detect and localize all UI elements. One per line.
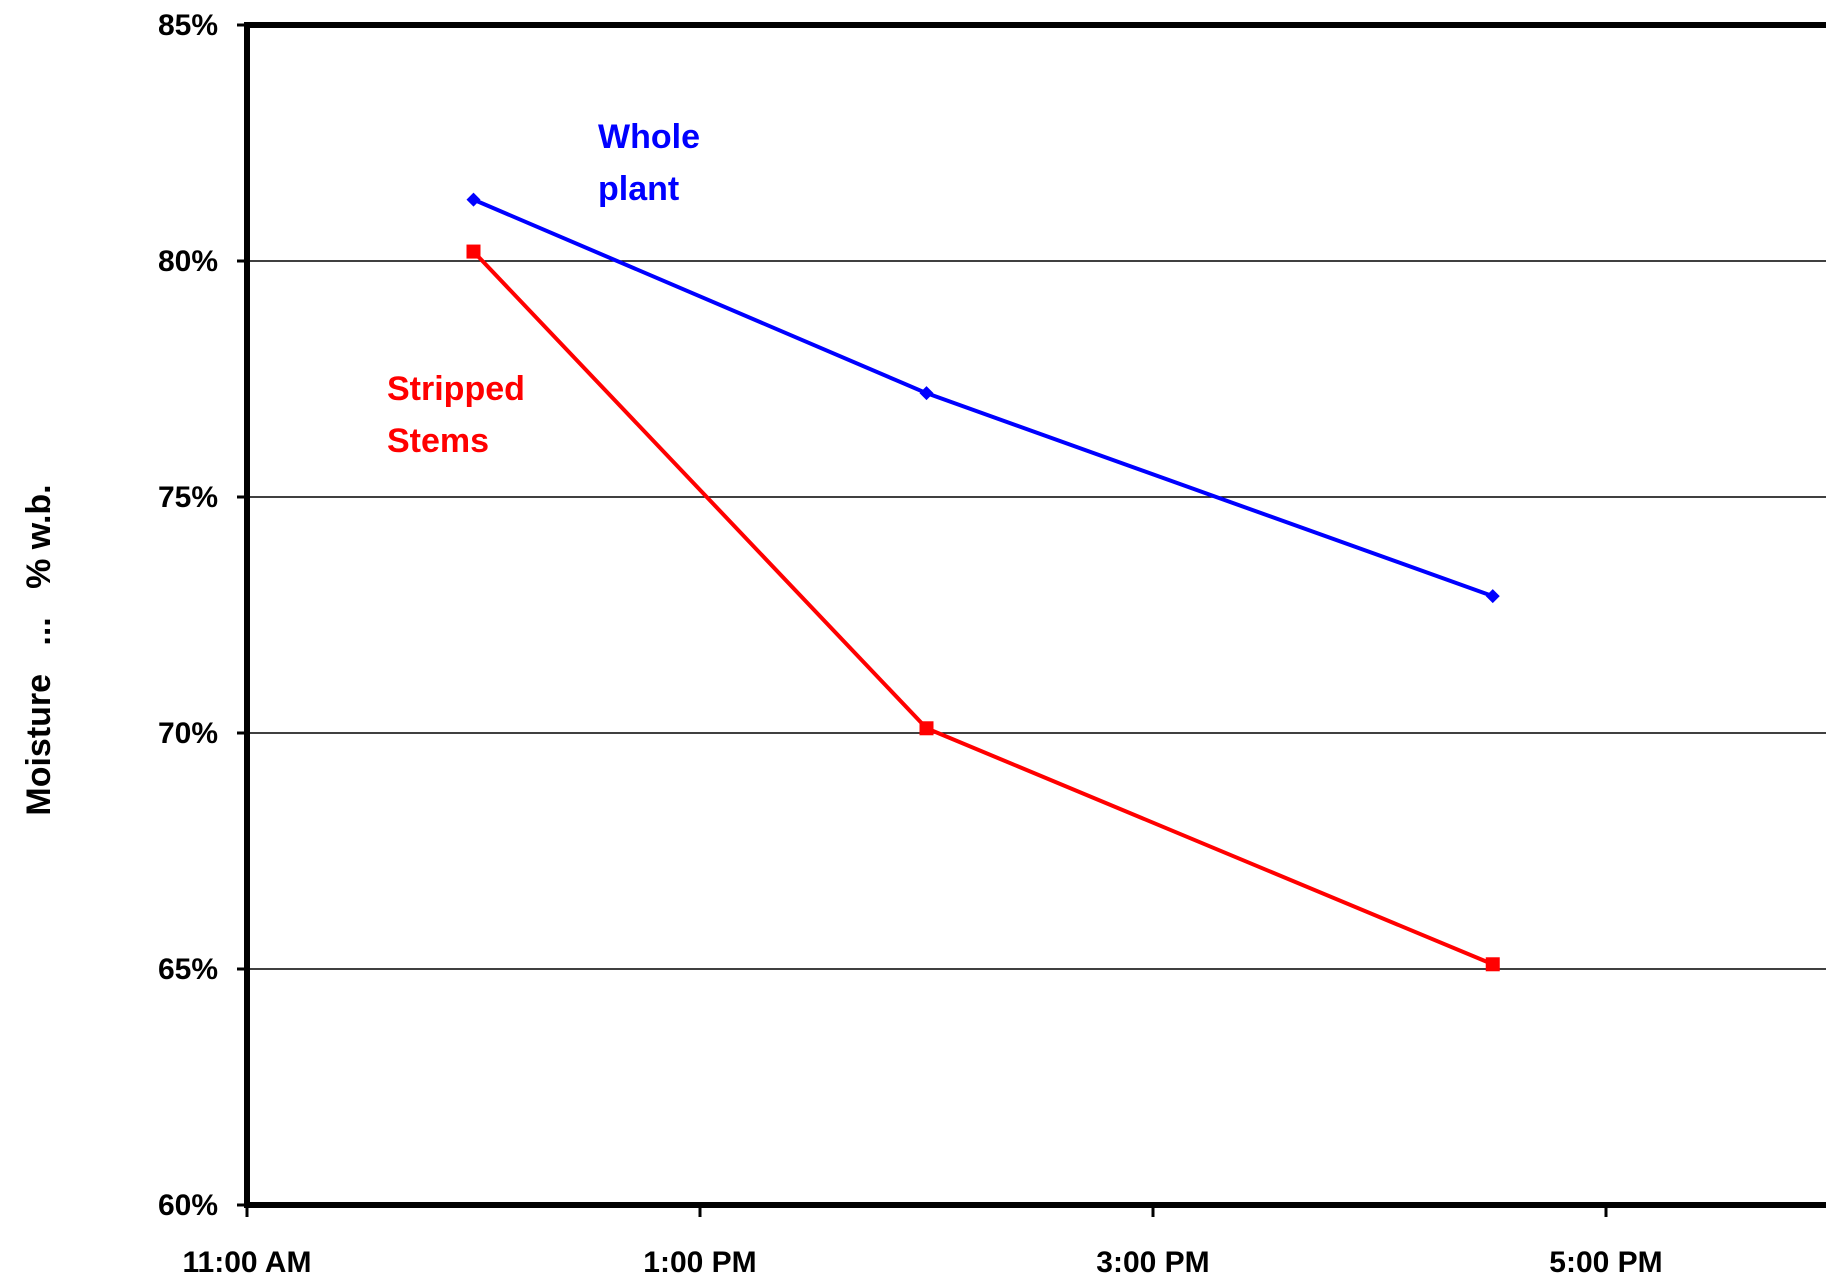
x-tick-label: 3:00 PM [1096,1246,1209,1277]
data-point [919,386,934,401]
data-point [1485,589,1500,604]
data-point [466,192,481,207]
x-tick-label: 1:00 PM [643,1246,756,1277]
gridlines [247,260,1826,970]
series-line [472,197,1494,599]
series-label: Stripped [387,370,525,408]
y-tick-label: 70% [158,717,218,750]
tick-labels: 60% 65% 70% 75% 80% 85% 11:00 AM 1:00 PM 3:00 PM… [158,9,1663,1277]
y-tick-label: 80% [158,245,218,278]
x-tick-label: 5:00 PM [1549,1246,1662,1277]
y-tick-label: 60% [158,1189,218,1222]
y-tick-label: 65% [158,953,218,986]
data-point [466,244,481,259]
series-label: Whole [598,118,700,156]
y-axis-title: Moisture ... % w.b. [20,484,58,815]
y-tick-label: 85% [158,9,218,42]
y-tick-label: 75% [158,481,218,514]
series-line [472,250,1494,967]
series-label: Stems [387,422,489,460]
axes [244,22,1826,1208]
series-label: plant [598,170,679,208]
series [466,192,1500,972]
data-point [919,721,934,736]
data-point [1485,957,1500,972]
x-tick-label: 11:00 AM [183,1246,312,1277]
series-labels: Whole plant Stripped Stems [387,118,700,460]
